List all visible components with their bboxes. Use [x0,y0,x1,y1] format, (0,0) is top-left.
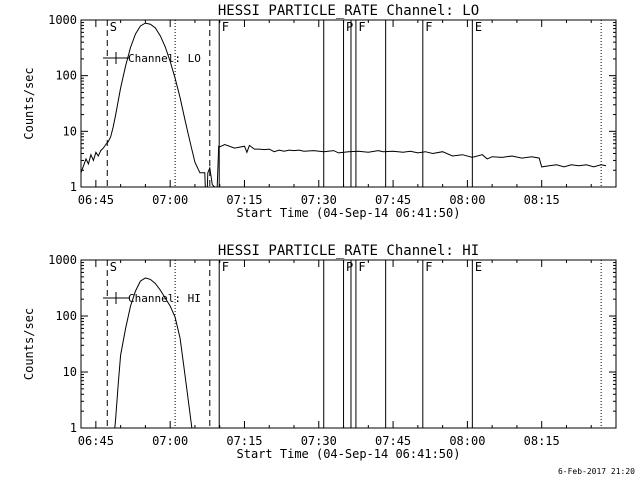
x-tick-label: 07:15 [226,434,262,448]
y-tick-label: 10 [63,124,77,138]
series-line [81,22,607,187]
y-tick-label: 1 [70,180,77,194]
y-tick-label: 1000 [48,253,77,267]
plot-frame [80,259,617,429]
flag-label: E [475,20,482,34]
flag-label: S [110,260,117,274]
x-tick-label: 07:45 [375,434,411,448]
y-tick-label: 100 [55,309,77,323]
x-tick-label: 06:45 [78,434,114,448]
x-tick-label: 07:00 [152,193,188,207]
x-tick-label: 08:15 [524,193,560,207]
y-tick-label: 1000 [48,13,77,27]
event-markers [106,20,602,187]
flag-label: F [222,260,229,274]
flag-label: F [358,260,365,274]
x-tick-label: 08:00 [449,434,485,448]
chart-title: HESSI PARTICLE_RATE Channel: HI [218,243,479,259]
x-axis-label: Start Time (04-Sep-14 06:41:50) [237,206,461,220]
x-tick-label: 07:45 [375,193,411,207]
flag-label: E [475,260,482,274]
y-axis-label: Counts/sec [22,67,36,139]
flag-label: S [110,20,117,34]
x-tick-label: 06:45 [78,193,114,207]
flag-label: F [358,20,365,34]
x-tick-label: 07:15 [226,193,262,207]
x-tick-label: 07:30 [301,193,337,207]
flag-label: P [346,260,353,274]
plot-frame [80,19,617,188]
y-tick-label: 10 [63,365,77,379]
y-tick-label: 100 [55,69,77,83]
x-axis-label: Start Time (04-Sep-14 06:41:50) [237,447,461,461]
series-line [114,277,193,428]
y-axis-label: Counts/sec [22,308,36,380]
y-tick-label: 1 [70,421,77,435]
x-tick-label: 07:30 [301,434,337,448]
legend-label: Channel: LO [128,52,201,65]
legend-label: Channel: HI [128,292,201,305]
flag-label: F [425,20,432,34]
chart-title: HESSI PARTICLE_RATE Channel: LO [218,3,479,19]
x-tick-label: 07:00 [152,434,188,448]
hi-channel-panel: HESSI PARTICLE_RATE Channel: HI 1 10 100 100… [22,243,617,461]
event-markers [106,260,602,428]
footer-date: 6-Feb-2017 21:20 [558,467,635,476]
lo-channel-panel: HESSI PARTICLE_RATE Channel: LO 1 10 100 100… [22,3,617,220]
flag-label: F [425,260,432,274]
x-tick-label: 08:15 [524,434,560,448]
x-tick-label: 08:00 [449,193,485,207]
flag-label: F [222,20,229,34]
flag-label: P [346,20,353,34]
